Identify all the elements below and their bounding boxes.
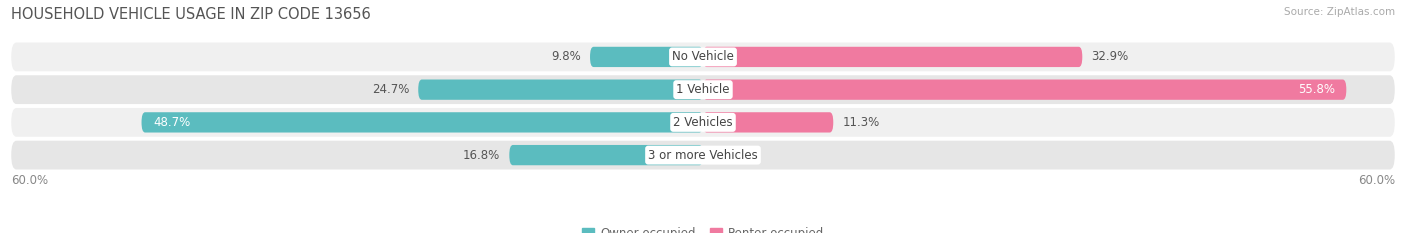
- Legend: Owner-occupied, Renter-occupied: Owner-occupied, Renter-occupied: [578, 222, 828, 233]
- FancyBboxPatch shape: [703, 112, 834, 133]
- Text: 9.8%: 9.8%: [551, 50, 581, 63]
- Text: 16.8%: 16.8%: [463, 149, 501, 162]
- Text: 32.9%: 32.9%: [1091, 50, 1129, 63]
- Text: HOUSEHOLD VEHICLE USAGE IN ZIP CODE 13656: HOUSEHOLD VEHICLE USAGE IN ZIP CODE 1365…: [11, 7, 371, 22]
- FancyBboxPatch shape: [591, 47, 703, 67]
- FancyBboxPatch shape: [11, 75, 1395, 104]
- Text: 24.7%: 24.7%: [371, 83, 409, 96]
- Text: 55.8%: 55.8%: [1298, 83, 1334, 96]
- FancyBboxPatch shape: [142, 112, 703, 133]
- FancyBboxPatch shape: [11, 42, 1395, 71]
- Text: No Vehicle: No Vehicle: [672, 50, 734, 63]
- FancyBboxPatch shape: [703, 79, 1347, 100]
- Text: 11.3%: 11.3%: [842, 116, 880, 129]
- FancyBboxPatch shape: [11, 141, 1395, 170]
- FancyBboxPatch shape: [418, 79, 703, 100]
- Text: 60.0%: 60.0%: [11, 174, 48, 187]
- FancyBboxPatch shape: [703, 47, 1083, 67]
- Text: Source: ZipAtlas.com: Source: ZipAtlas.com: [1284, 7, 1395, 17]
- Text: 3 or more Vehicles: 3 or more Vehicles: [648, 149, 758, 162]
- FancyBboxPatch shape: [509, 145, 703, 165]
- FancyBboxPatch shape: [11, 108, 1395, 137]
- Text: 1 Vehicle: 1 Vehicle: [676, 83, 730, 96]
- Text: 48.7%: 48.7%: [153, 116, 190, 129]
- Text: 60.0%: 60.0%: [1358, 174, 1395, 187]
- Text: 0.0%: 0.0%: [713, 149, 742, 162]
- Text: 2 Vehicles: 2 Vehicles: [673, 116, 733, 129]
